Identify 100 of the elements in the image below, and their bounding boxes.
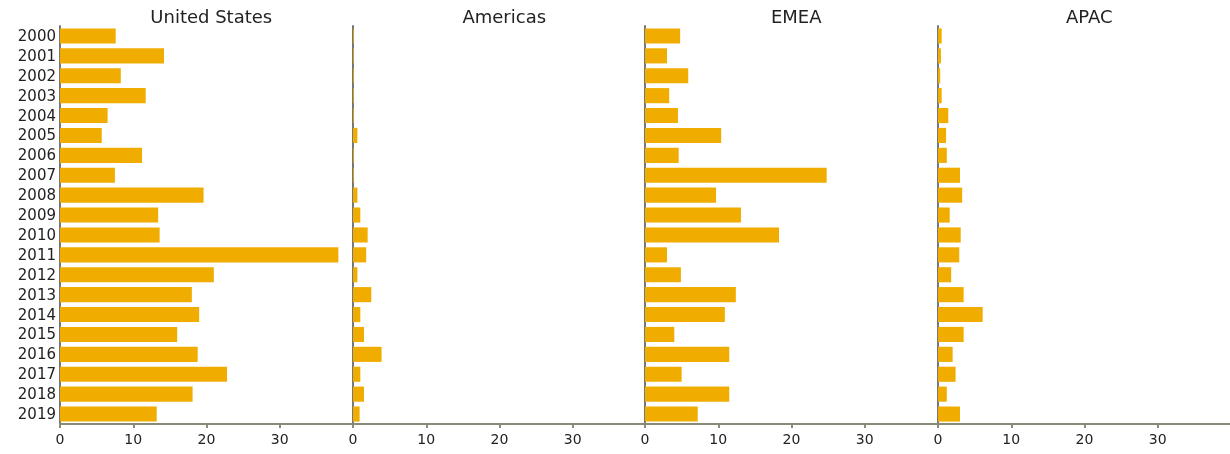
bar [645,346,730,362]
bar [352,306,360,323]
bar [352,287,371,303]
x-tick-label: 20 [782,431,801,447]
bar [352,346,382,362]
bar [937,48,941,64]
bar [937,326,964,343]
bar [937,68,940,84]
y-tick-label: 2013 [17,285,56,304]
y-tick-label: 2016 [17,345,56,364]
bar [352,207,360,223]
y-tick-label: 2007 [17,166,56,185]
bar [645,28,681,44]
x-tick-label: 30 [270,431,289,447]
x-tick-label: 30 [855,431,874,447]
x-tick-label: 10 [1001,431,1020,447]
bar [645,127,722,144]
bar [60,227,160,243]
bar [60,147,143,163]
bar [352,227,368,243]
bar [645,267,681,283]
bar [937,306,983,323]
y-tick-label: 2018 [17,385,56,404]
y-tick-label: 2009 [17,206,56,225]
bar [937,207,950,223]
bar [60,287,192,303]
bar [937,346,953,362]
bar [937,386,947,402]
bar [352,247,366,263]
bar [352,326,364,343]
y-tick-label: 2008 [17,186,56,205]
bar [645,147,679,163]
bar [352,366,360,382]
y-tick-label: 2002 [17,66,56,85]
bar [60,306,200,323]
y-tick-label: 2000 [17,26,56,45]
bar [352,406,360,422]
bar [645,287,736,303]
bar [937,167,960,183]
bar [645,227,780,243]
bar [937,187,962,203]
y-tick-label: 2012 [17,265,56,284]
bar [645,68,689,84]
bar [60,88,146,104]
bar [60,48,165,64]
bar [352,386,364,402]
x-tick-label: 0 [933,431,942,447]
bar [60,127,102,144]
bar [645,48,667,64]
bar [60,28,116,44]
bar [60,267,214,283]
bar [645,406,698,422]
x-tick-label: 10 [124,431,143,447]
bar [645,207,741,223]
bar [937,88,942,104]
bar [60,247,339,263]
chart-title: EMEA [770,5,823,27]
y-tick-label: 2006 [17,146,56,165]
x-tick-label: 20 [1075,431,1093,447]
bar [645,88,670,104]
bar [937,267,951,283]
x-tick-label: 30 [1148,431,1167,447]
bar [645,247,667,263]
bar [645,366,682,382]
y-tick-label: 2005 [17,126,56,145]
bar [937,147,947,163]
y-tick-label: 2001 [17,46,56,65]
bar [60,406,157,422]
bar [60,386,193,402]
bar [937,406,960,422]
y-tick-label: 2003 [17,86,56,105]
bar [60,207,159,223]
x-tick-label: 10 [416,431,435,447]
bar [60,346,198,362]
bar [937,107,948,124]
bar [60,68,121,84]
y-tick-label: 2004 [17,106,56,125]
bar [645,187,717,203]
bar [937,287,964,303]
x-tick-label: 20 [197,431,216,447]
y-tick-label: 2015 [17,325,56,344]
chart-title: United States [150,5,273,27]
bar [937,366,956,382]
bar [60,187,204,203]
bar [352,187,357,203]
bar [645,167,827,183]
x-tick-label: 20 [490,431,508,447]
x-tick-label: 0 [55,431,65,447]
bar [352,267,357,283]
chart-title: APAC [1065,5,1113,27]
chart-title: Americas [461,5,546,27]
x-tick-label: 30 [563,431,582,447]
x-tick-label: 10 [709,431,728,447]
y-tick-label: 2019 [17,405,56,424]
bar [937,247,959,263]
bar [645,107,678,124]
bar [60,366,228,382]
bar [645,326,675,343]
x-tick-label: 0 [640,431,650,447]
x-tick-label: 0 [348,431,357,447]
